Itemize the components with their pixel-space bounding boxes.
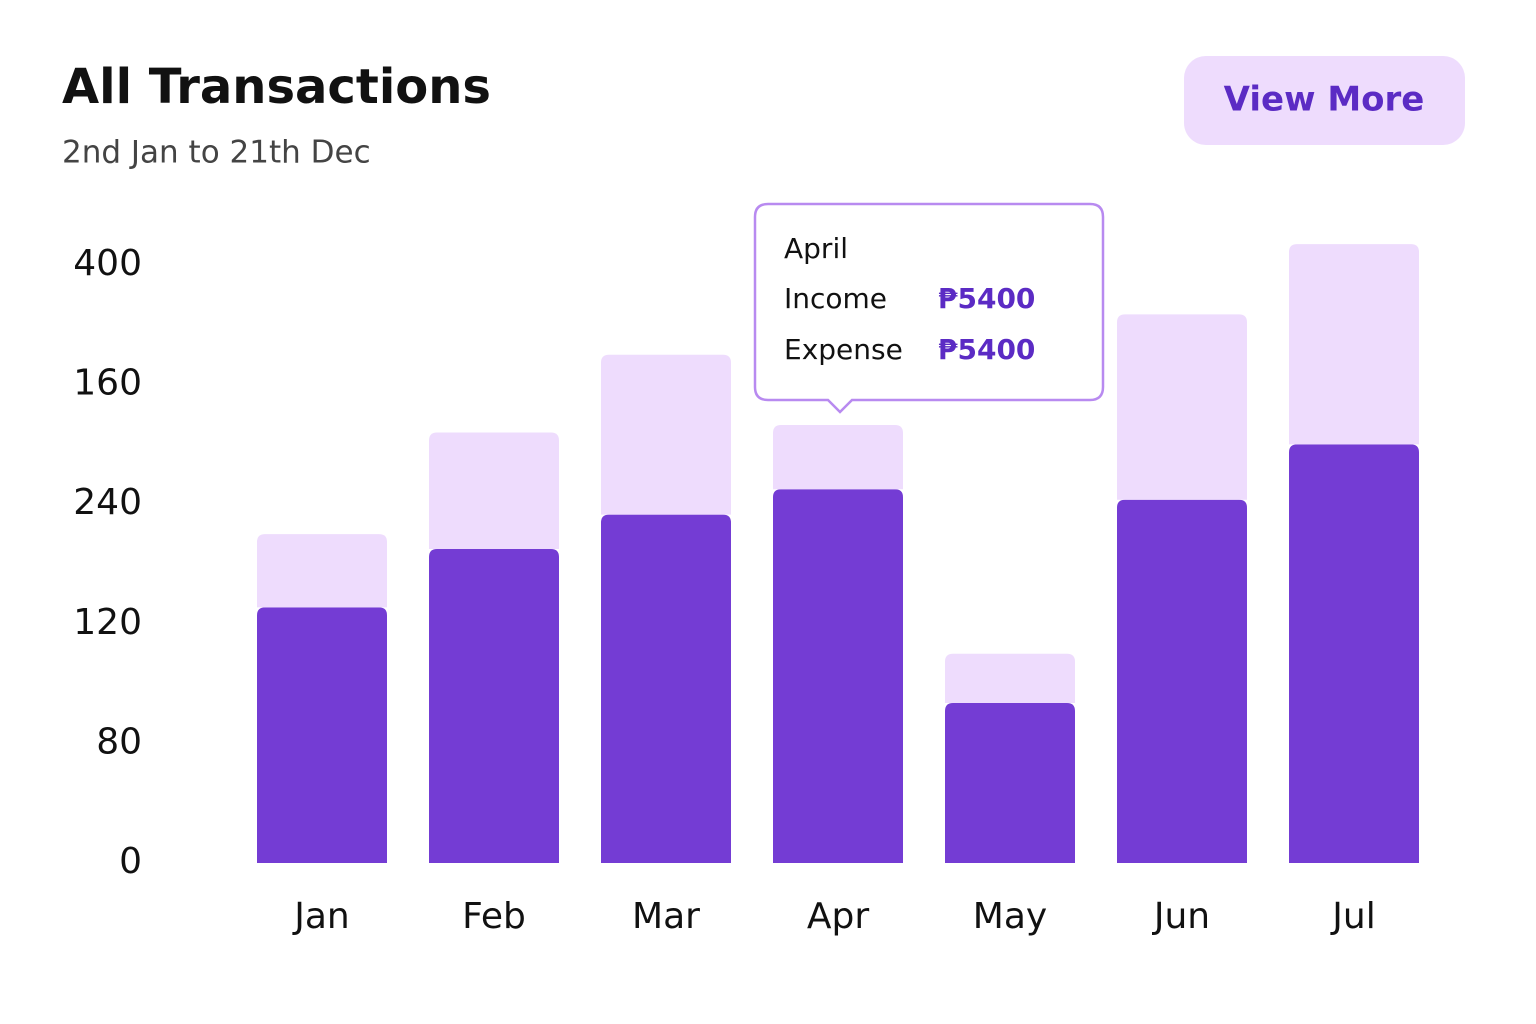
bar-segment xyxy=(1117,314,1247,500)
button-bg[interactable] xyxy=(1184,56,1465,145)
y-tick-label: 0 xyxy=(119,841,142,882)
tooltip-label: Income xyxy=(784,282,887,315)
title: All Transactions xyxy=(62,59,491,115)
bar-segment xyxy=(601,354,731,515)
bar-segment xyxy=(945,653,1075,704)
bar-segment xyxy=(1289,444,1419,863)
tooltip-label: Expense xyxy=(784,333,903,366)
bar-segment xyxy=(429,549,559,863)
bar-segment xyxy=(257,534,387,608)
tooltip-box xyxy=(753,202,1105,414)
bar-segment xyxy=(945,703,1075,863)
x-tick-label: Feb xyxy=(462,896,526,937)
y-tick-label: 240 xyxy=(73,482,142,523)
view-more-button[interactable]: View More xyxy=(1184,56,1465,145)
bar-segment xyxy=(773,489,903,863)
x-tick-label: Jun xyxy=(1152,896,1210,937)
bar-segment xyxy=(257,607,387,863)
y-tick-label: 160 xyxy=(73,363,142,404)
y-tick-label: 120 xyxy=(73,602,142,643)
bar-segment xyxy=(429,432,559,550)
bar-segment xyxy=(1289,244,1419,445)
tooltip: April Income ₱5400 Expense ₱5400 xyxy=(753,202,1105,414)
y-tick-label: 80 xyxy=(96,721,142,762)
subtitle: 2nd Jan to 21th Dec xyxy=(62,135,371,171)
tooltip-value: ₱5400 xyxy=(938,333,1035,366)
bar-segment xyxy=(1117,499,1247,863)
button-label[interactable]: View More xyxy=(1224,80,1425,120)
tooltip-value: ₱5400 xyxy=(938,282,1035,315)
tooltip-title: April xyxy=(784,232,848,265)
y-tick-label: 400 xyxy=(73,243,142,284)
bar-segment xyxy=(601,514,731,863)
bars xyxy=(257,244,1419,863)
x-tick-label: May xyxy=(973,896,1047,937)
x-tick-label: Apr xyxy=(807,896,869,937)
bar-segment xyxy=(773,424,903,490)
x-tick-label: Jan xyxy=(292,896,350,937)
x-tick-label: Jul xyxy=(1330,896,1375,937)
x-tick-label: Mar xyxy=(632,896,700,937)
